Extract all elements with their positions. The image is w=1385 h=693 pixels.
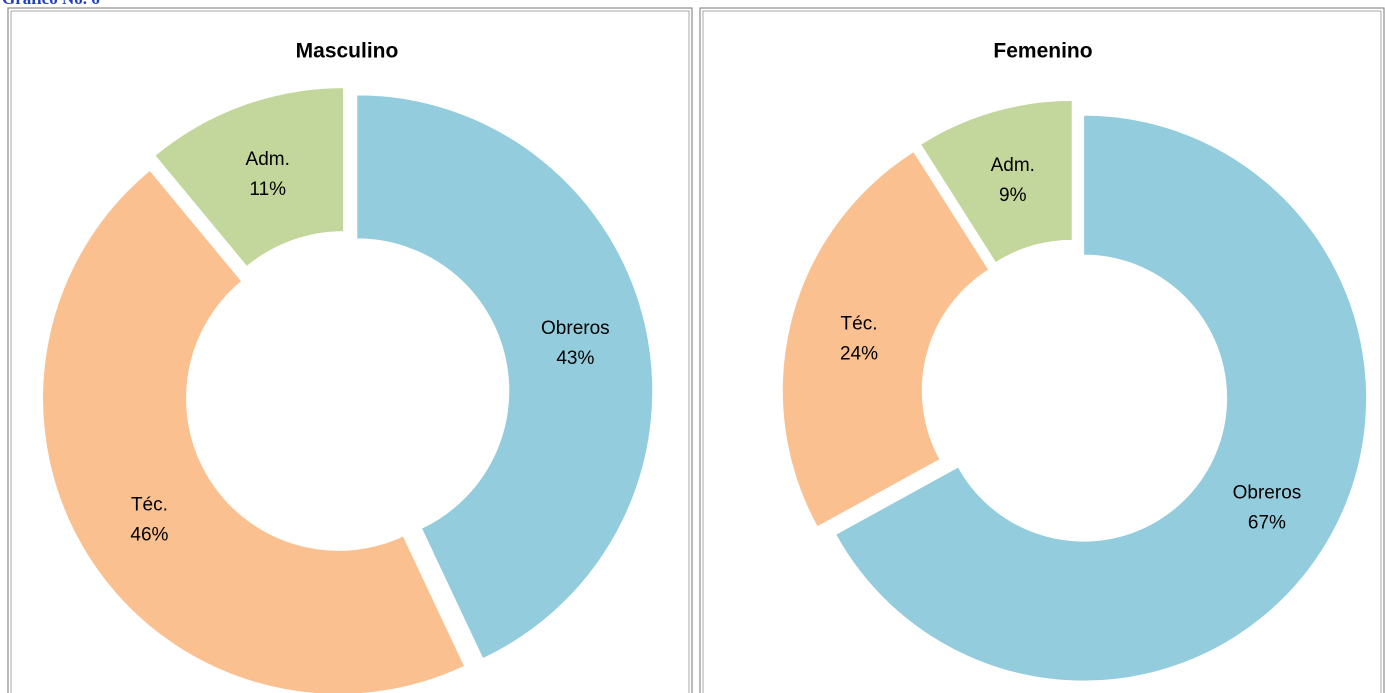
donut-slice xyxy=(42,169,466,693)
slice-category: Obreros xyxy=(541,318,610,339)
donut-slice xyxy=(356,94,654,660)
slice-value-label: 11% xyxy=(249,179,286,200)
chart-frame-inner xyxy=(10,10,690,693)
chart-title: Femenino xyxy=(993,40,1092,63)
donut-slice xyxy=(834,114,1368,682)
donut-slice xyxy=(781,150,990,528)
donut-slice xyxy=(154,87,345,268)
slice-category: Adm. xyxy=(991,155,1035,176)
slice-category: Téc. xyxy=(841,314,878,335)
heading: Gráfico No. 6 xyxy=(2,0,100,8)
donut-slice xyxy=(919,99,1073,264)
chart-frame xyxy=(7,7,693,693)
slice-category: Obreros xyxy=(1233,483,1302,504)
chart-frame-inner xyxy=(702,10,1382,693)
slice-category: Adm. xyxy=(246,149,290,170)
slice-category: Téc. xyxy=(131,494,168,515)
slice-value-label: 46% xyxy=(130,524,168,545)
chart-title: Masculino xyxy=(296,40,399,63)
slice-value-label: 67% xyxy=(1248,513,1286,534)
chart-frame xyxy=(699,7,1385,693)
slice-value-label: 9% xyxy=(999,185,1027,206)
slice-value-label: 24% xyxy=(840,344,878,365)
slice-value-label: 43% xyxy=(556,348,594,369)
